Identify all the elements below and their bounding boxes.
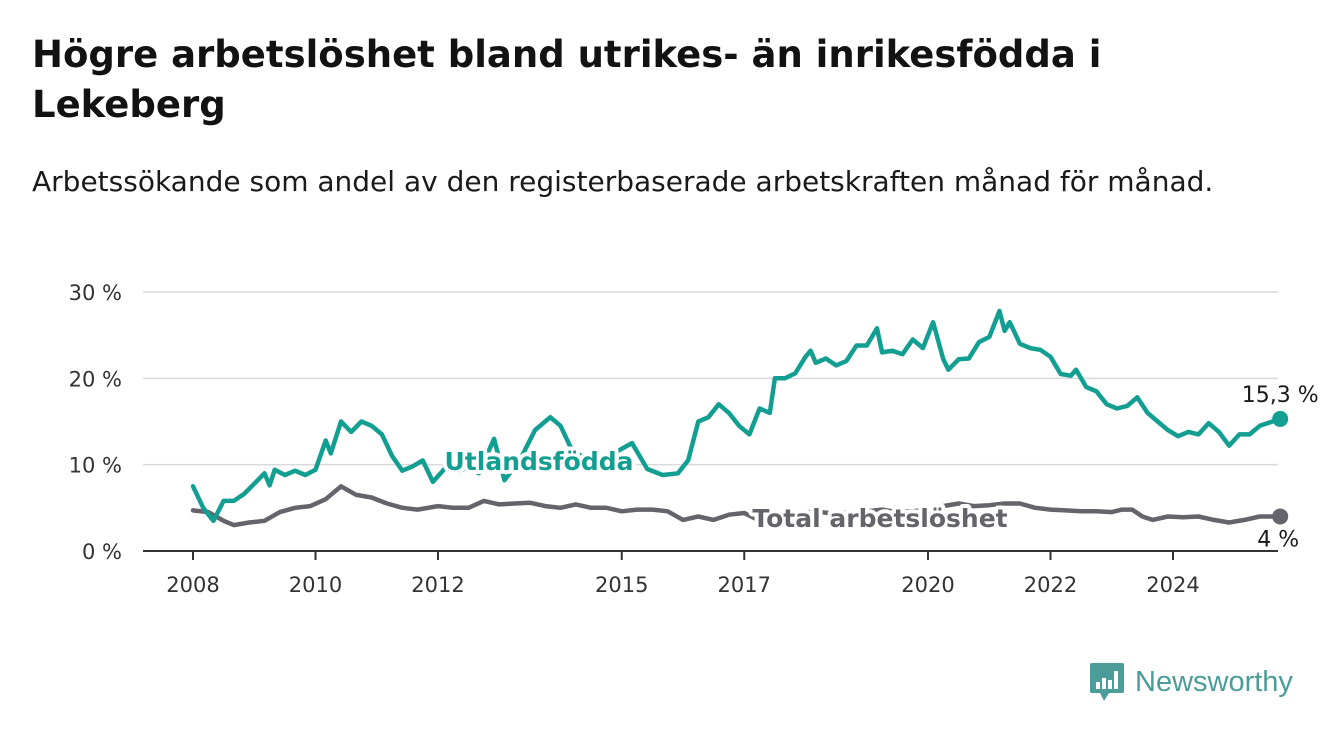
y-tick-label: 30 % [69, 281, 122, 305]
annotation-total: Total arbetslöshet [752, 504, 1007, 533]
x-tick-label: 2015 [595, 573, 648, 597]
x-tick-label: 2012 [411, 573, 464, 597]
x-tick-label: 2022 [1024, 573, 1077, 597]
series-lines [190, 308, 1289, 528]
annotation-utlandsfodda: Utlandsfödda [445, 447, 634, 476]
x-tick-label: 2020 [901, 573, 954, 597]
x-tick-label: 2008 [166, 573, 219, 597]
series-end-marker [1272, 508, 1289, 525]
y-axis: 0 % 10 % 20 % 30 % [69, 281, 122, 564]
newsworthy-brand: Newsworthy [1089, 660, 1293, 704]
series-line-total [190, 484, 1283, 528]
chart-title: Högre arbetslöshet bland utrikes- än inr… [32, 33, 1102, 126]
y-tick-label: 20 % [69, 367, 122, 391]
series-end-marker [1272, 410, 1289, 427]
series-line-utlandsfodda [190, 308, 1283, 524]
x-tick-label: 2017 [718, 573, 771, 597]
brand-name: Newsworthy [1135, 665, 1293, 698]
x-tick-label: 2024 [1146, 573, 1199, 597]
y-tick-label: 10 % [69, 454, 122, 478]
grid-lines [143, 291, 1278, 466]
series-labels: 15,3 % 4 % Utlandsfödda Total arbetslöshet [441, 383, 1319, 553]
chart-subtitle: Arbetssökande som andel av den registerb… [32, 165, 1214, 198]
x-tick-label: 2010 [289, 573, 342, 597]
end-label-total: 4 % [1257, 527, 1299, 552]
end-label-utlandsfodda: 15,3 % [1242, 383, 1319, 408]
newsworthy-logo-icon [1090, 663, 1124, 701]
x-axis: 2008 2010 2012 2015 2017 2020 2022 2024 [143, 550, 1278, 597]
y-tick-label: 0 % [82, 540, 122, 564]
